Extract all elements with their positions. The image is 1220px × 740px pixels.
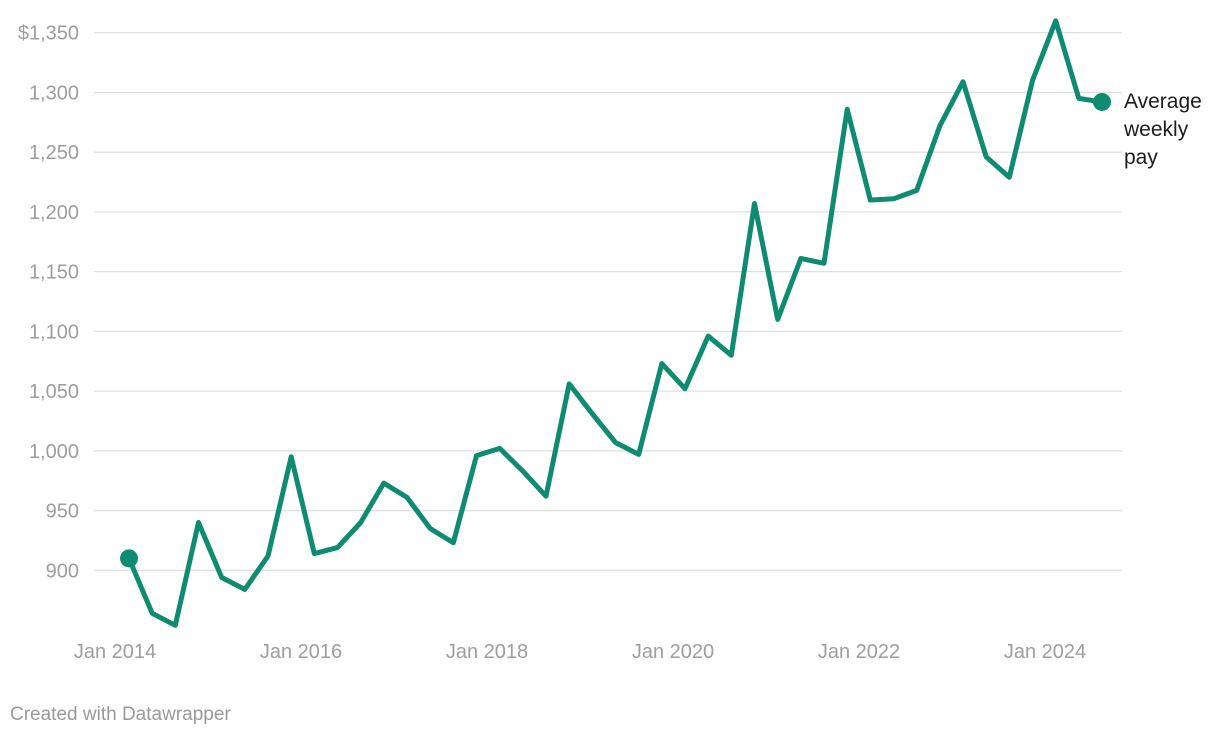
y-axis-label: 1,100 bbox=[29, 321, 79, 343]
y-axis-label: 1,250 bbox=[29, 142, 79, 164]
x-axis-label: Jan 2022 bbox=[818, 641, 900, 663]
x-axis-label: Jan 2020 bbox=[632, 641, 714, 663]
y-axis-label: 1,200 bbox=[29, 202, 79, 224]
last-point-marker bbox=[1093, 92, 1111, 111]
y-axis-label: 1,150 bbox=[29, 262, 79, 284]
y-axis-label: $1,350 bbox=[18, 23, 79, 45]
y-axis-label: 1,300 bbox=[29, 82, 79, 104]
y-axis-label: 950 bbox=[46, 501, 79, 523]
x-axis-label: Jan 2014 bbox=[74, 641, 156, 663]
y-axis-label: 900 bbox=[46, 560, 79, 582]
datawrapper-credit: Created with Datawrapper bbox=[10, 704, 231, 725]
average-weekly-pay-line bbox=[126, 18, 1105, 628]
x-axis-label: Jan 2024 bbox=[1004, 641, 1086, 663]
series-legend-label: Average weekly pay bbox=[1124, 90, 1202, 169]
first-point-marker bbox=[120, 549, 138, 568]
x-axis-label: Jan 2018 bbox=[446, 641, 528, 663]
y-axis-label: 1,000 bbox=[29, 441, 79, 463]
y-axis-label: 1,050 bbox=[29, 381, 79, 403]
x-axis-label: Jan 2016 bbox=[260, 641, 342, 663]
